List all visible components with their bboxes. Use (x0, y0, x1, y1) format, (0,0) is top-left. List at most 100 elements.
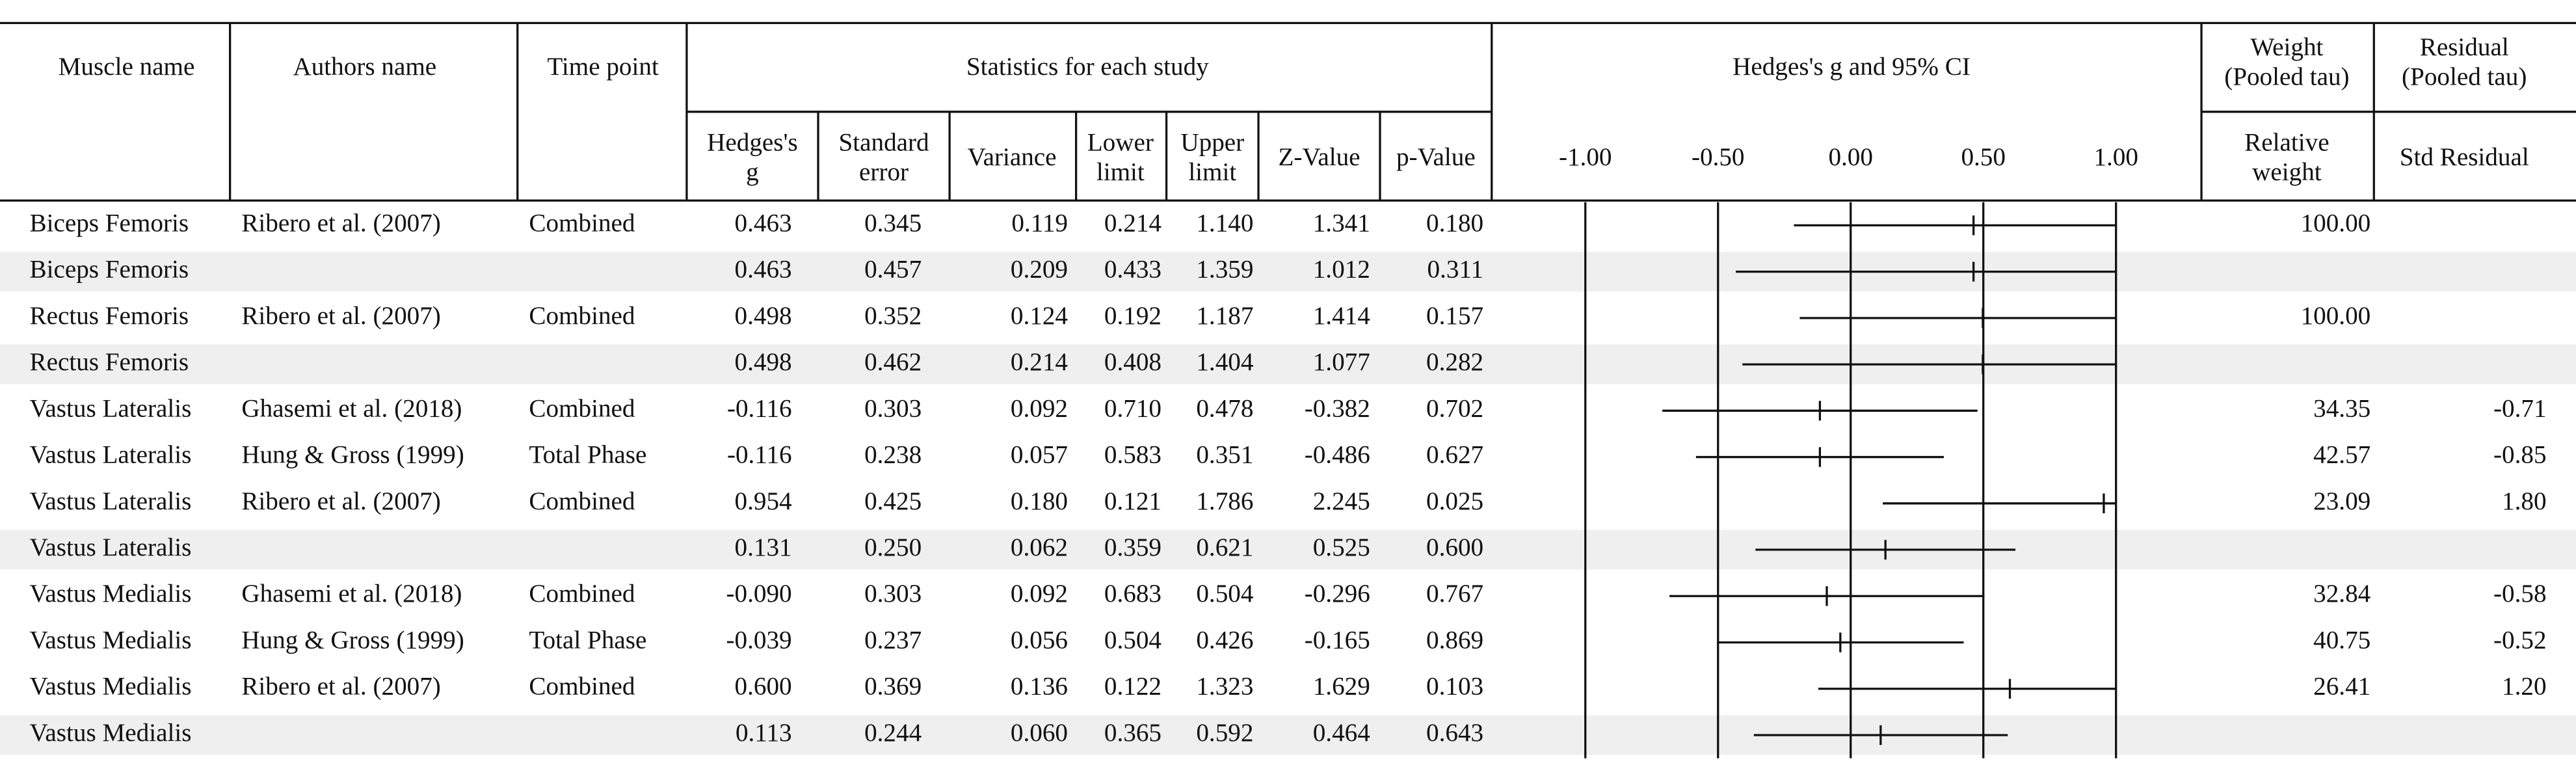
forest-marks (1662, 215, 2116, 746)
time-point: Combined (529, 394, 635, 422)
stat-cell: -0.165 (1305, 626, 1370, 654)
x-tick-label: 0.00 (1828, 143, 1873, 171)
stat-cell: 0.121 (1104, 487, 1162, 515)
time-point: Total Phase (529, 626, 646, 654)
header: g (746, 158, 759, 186)
stat-cell: 0.282 (1426, 348, 1483, 376)
residual: 1.80 (2502, 487, 2546, 515)
author: Hung & Gross (1999) (241, 626, 464, 654)
stat-cell: 1.140 (1196, 209, 1253, 237)
weight: 23.09 (2313, 487, 2370, 515)
time-point: Combined (529, 673, 635, 701)
stat-cell: 0.303 (864, 580, 922, 608)
stat-cell: 0.192 (1104, 302, 1162, 330)
stat-cell: 0.710 (1104, 394, 1162, 422)
stat-cell: 0.457 (864, 256, 922, 284)
stat-cell: 0.103 (1426, 673, 1483, 701)
stat-cell: 2.245 (1313, 487, 1370, 515)
header: p-Value (1396, 143, 1476, 171)
author: Ribero et al. (2007) (241, 209, 441, 237)
muscle-name: Rectus Femoris (29, 348, 189, 376)
stat-cell: 0.092 (1011, 580, 1068, 608)
header: weight (2252, 158, 2322, 186)
header: Hedges's (707, 128, 798, 156)
stat-cell: 1.341 (1313, 209, 1370, 237)
residual: 1.20 (2502, 673, 2546, 701)
stat-cell: 0.345 (864, 209, 922, 237)
stat-cell: 0.498 (735, 302, 792, 330)
stat-cell: 0.238 (864, 441, 922, 469)
stat-cell: 0.124 (1011, 302, 1068, 330)
stat-cell: 0.303 (864, 394, 922, 422)
stat-cell: 0.425 (864, 487, 922, 515)
x-tick-label: 0.50 (1961, 143, 2005, 171)
stat-cell: 0.131 (735, 533, 792, 561)
muscle-name: Vastus Lateralis (29, 394, 191, 422)
muscle-name: Rectus Femoris (29, 302, 189, 330)
header: Lower (1087, 128, 1154, 156)
stat-cell: 0.060 (1011, 719, 1068, 747)
header: Statistics for each study (966, 53, 1209, 81)
residual: -0.52 (2493, 626, 2547, 654)
time-point: Combined (529, 580, 635, 608)
stat-cell: 0.351 (1196, 441, 1253, 469)
stat-cell: 1.359 (1196, 256, 1253, 284)
stat-cell: 0.600 (735, 673, 792, 701)
stat-cell: -0.039 (726, 626, 791, 654)
stat-cell: 0.627 (1426, 441, 1483, 469)
header: Std Residual (2400, 143, 2529, 171)
x-tick-label: 1.00 (2093, 143, 2138, 171)
stat-cell: 0.237 (864, 626, 922, 654)
weight: 34.35 (2313, 394, 2370, 422)
stat-cell: 1.414 (1313, 302, 1370, 330)
stat-cell: 0.056 (1011, 626, 1068, 654)
stat-cell: 0.643 (1426, 719, 1483, 747)
stat-cell: 0.062 (1011, 533, 1068, 561)
time-point: Combined (529, 302, 635, 330)
header: limit (1096, 158, 1145, 186)
stat-cell: 0.092 (1011, 394, 1068, 422)
stat-cell: 0.683 (1104, 580, 1162, 608)
stat-cell: -0.486 (1305, 441, 1370, 469)
stat-cell: 0.057 (1011, 441, 1068, 469)
x-tick-label: -1.00 (1559, 143, 1612, 171)
summary-band (0, 344, 2576, 384)
stat-cell: 0.365 (1104, 719, 1162, 747)
header: Authors name (293, 53, 436, 81)
stat-cell: 0.702 (1426, 394, 1483, 422)
weight: 32.84 (2313, 580, 2370, 608)
stat-cell: -0.116 (727, 394, 792, 422)
stat-cell: 0.600 (1426, 533, 1483, 561)
header: Variance (968, 143, 1057, 171)
muscle-name: Biceps Femoris (29, 256, 189, 284)
stat-cell: 0.621 (1196, 533, 1253, 561)
header: Residual (2420, 33, 2509, 61)
muscle-name: Vastus Medialis (29, 580, 191, 608)
stat-cell: 0.244 (864, 719, 922, 747)
summary-band (0, 530, 2576, 570)
muscle-name: Vastus Lateralis (29, 487, 191, 515)
summary-band (0, 252, 2576, 292)
stat-cell: 0.478 (1196, 394, 1253, 422)
header: Hedges's g and 95% CI (1733, 53, 1971, 81)
x-tick-label: -0.50 (1692, 143, 1745, 171)
stat-cell: 1.077 (1313, 348, 1370, 376)
muscle-name: Vastus Medialis (29, 719, 191, 747)
stat-cell: 0.209 (1011, 256, 1068, 284)
header: limit (1188, 158, 1236, 186)
author: Ghasemi et al. (2018) (241, 580, 462, 608)
author: Ribero et al. (2007) (241, 302, 441, 330)
header: Relative (2244, 128, 2329, 156)
stat-cell: 0.369 (864, 673, 922, 701)
stat-cell: 0.311 (1427, 256, 1483, 284)
header: (Pooled tau) (2402, 62, 2527, 90)
weight: 100.00 (2301, 209, 2371, 237)
stat-cell: 0.214 (1011, 348, 1068, 376)
weight: 42.57 (2313, 441, 2370, 469)
stat-cell: 0.180 (1426, 209, 1483, 237)
stat-cell: 0.136 (1011, 673, 1068, 701)
stat-cell: 0.122 (1104, 673, 1162, 701)
header: Z-Value (1278, 143, 1360, 171)
